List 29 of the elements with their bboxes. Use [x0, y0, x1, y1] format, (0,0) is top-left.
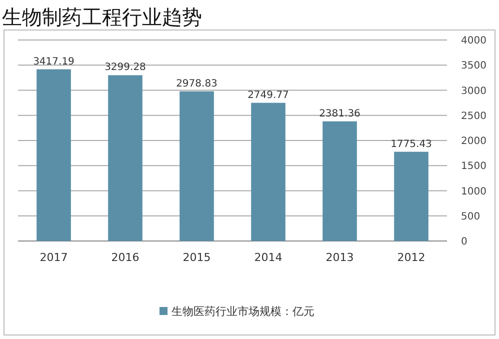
y-tick-label: 4000 [461, 36, 486, 46]
chart-title: 生物制药工程行业趋势 [2, 5, 202, 29]
data-label: 2749.77 [248, 90, 289, 101]
x-tick-label: 2017 [40, 251, 68, 264]
data-label: 3417.19 [33, 56, 74, 68]
y-tick-label: 500 [461, 211, 480, 222]
y-tick-label: 1000 [461, 186, 486, 198]
x-tick-label: 2012 [397, 251, 426, 264]
bar [180, 91, 214, 241]
data-label: 2978.83 [176, 78, 218, 90]
x-tick-label: 2016 [111, 251, 140, 264]
y-tick-label: 2000 [461, 136, 486, 147]
x-tick-label: 2014 [254, 251, 282, 264]
legend-label: 生物医药行业市场规模：亿元 [172, 305, 314, 318]
data-label: 1775.43 [390, 138, 432, 150]
x-tick-label: 2013 [326, 251, 354, 264]
y-tick-label: 3500 [461, 60, 486, 72]
data-label: 3299.28 [104, 62, 146, 74]
bar [36, 69, 71, 241]
bar [251, 102, 286, 241]
bar [394, 152, 428, 241]
y-tick-label: 2500 [461, 110, 486, 122]
y-tick-label: 1500 [461, 161, 486, 172]
y-tick-label: 3000 [461, 86, 486, 97]
bar [108, 75, 142, 241]
x-tick-label: 2015 [182, 251, 211, 264]
bar [322, 121, 357, 241]
data-label: 2381.36 [319, 108, 360, 120]
y-tick-label: 0 [461, 236, 468, 248]
